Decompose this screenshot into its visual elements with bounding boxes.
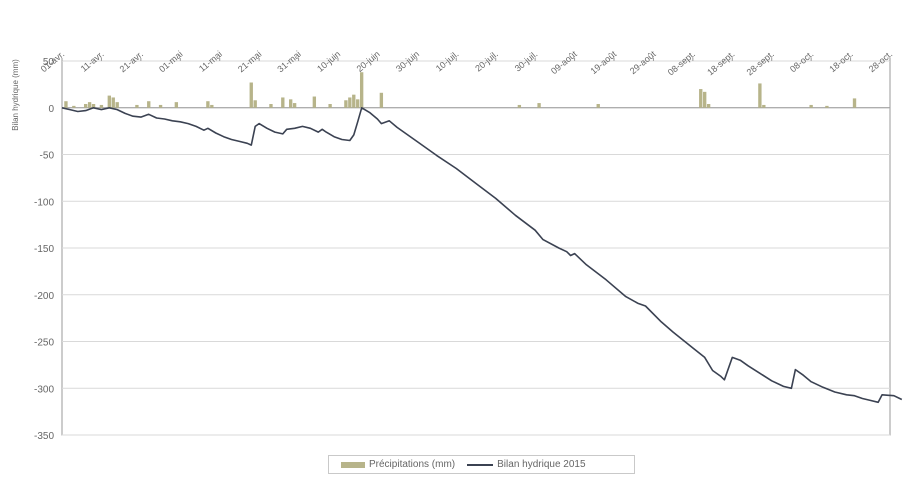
precipitation-bar: [706, 104, 711, 108]
legend-label-balance: Bilan hydrique 2015: [497, 459, 586, 470]
precipitation-bar: [289, 99, 293, 108]
precipitation-bar: [292, 103, 297, 108]
precipitation-bar: [703, 91, 707, 108]
precipitation-bar: [72, 105, 76, 108]
x-tick-label: 18-oct.: [827, 49, 855, 74]
x-tick-label: 08-sept.: [666, 49, 697, 78]
x-tick-label: 19-août: [588, 49, 618, 77]
chart-legend: Précipitations (mm) Bilan hydrique 2015: [328, 455, 635, 474]
precipitation-bar: [281, 97, 285, 108]
precipitation-bar: [158, 104, 163, 108]
y-tick-label: 50: [43, 57, 55, 68]
x-tick-label: 18-sept.: [705, 49, 736, 78]
x-tick-label: 31-mai: [275, 49, 303, 74]
x-tick-label: 21-avr.: [118, 49, 146, 74]
precipitation-bar: [352, 94, 356, 108]
precipitation-bar: [99, 104, 104, 108]
precipitation-bar: [699, 89, 703, 108]
x-tick-label: 29-août: [628, 49, 658, 77]
precipitation-bar: [87, 102, 92, 108]
legend-swatch-balance: [467, 463, 494, 466]
precipitation-bar: [596, 104, 600, 108]
precipitation-bar: [852, 98, 857, 108]
precipitation-bar: [517, 104, 522, 108]
precipitation-bar: [64, 101, 68, 108]
grid-lines: [61, 60, 891, 436]
precipitation-bar: [115, 102, 119, 108]
x-tick-labels: 01-avr. 11-avr. 21-avr. 01-mai 11-mai 21-mai 3…: [39, 49, 895, 78]
y-tick-label: -350: [34, 431, 54, 442]
x-tick-label: 08-oct.: [788, 49, 816, 74]
precipitation-bar: [348, 97, 352, 108]
precipitation-bar: [328, 104, 332, 108]
precipitation-bar: [269, 104, 273, 108]
y-tick-label: 0: [48, 104, 54, 115]
precipitation-bar: [111, 97, 115, 108]
precipitation-bar: [537, 103, 541, 108]
y-tick-label: -250: [34, 338, 54, 349]
precipitation-bar: [312, 96, 317, 108]
precipitation-bar: [206, 101, 210, 108]
water-balance-line-group: [61, 107, 903, 404]
y-axis-label: Bilan hydrique (mm): [11, 59, 20, 131]
precipitation-bar: [135, 104, 139, 108]
precipitation-bar: [210, 104, 214, 108]
precipitation-bar: [809, 104, 813, 108]
y-tick-label: -50: [40, 151, 55, 162]
precipitation-bar: [174, 102, 179, 108]
precipitation-bar: [83, 104, 88, 108]
precipitation-bar: [379, 92, 384, 108]
precipitation-bar: [344, 100, 348, 108]
precipitation-bar: [147, 101, 151, 108]
precipitation-bar: [249, 82, 253, 108]
precipitation-bar: [359, 72, 364, 108]
x-tick-label: 01-mai: [157, 49, 185, 74]
legend-item-precip: Précipitations (mm): [341, 459, 455, 470]
water-balance-line: [61, 107, 903, 404]
x-tick-label: 09-août: [549, 49, 579, 77]
x-tick-label: 28-sept.: [745, 49, 776, 78]
precipitation-bar: [91, 104, 96, 108]
legend-swatch-precip: [341, 461, 365, 468]
y-tick-label: -200: [34, 291, 54, 302]
y-tick-label: -300: [34, 384, 54, 395]
precipitation-bars: [64, 72, 857, 108]
precipitation-bar: [356, 99, 360, 108]
precipitation-bar: [107, 95, 111, 108]
y-tick-labels: 50 0 -50 -100 -150 -200 -250 -300 -350: [34, 57, 54, 442]
x-tick-label: 21-mai: [236, 49, 264, 74]
legend-label-precip: Précipitations (mm): [369, 459, 456, 470]
y-tick-label: -150: [34, 244, 54, 255]
legend-item-balance: Bilan hydrique 2015: [467, 459, 586, 470]
precipitation-bar: [762, 104, 766, 108]
y-tick-label: -100: [34, 197, 54, 208]
precipitation-bar: [825, 105, 829, 108]
precipitation-bar: [758, 83, 762, 108]
precipitation-bar: [253, 100, 257, 108]
